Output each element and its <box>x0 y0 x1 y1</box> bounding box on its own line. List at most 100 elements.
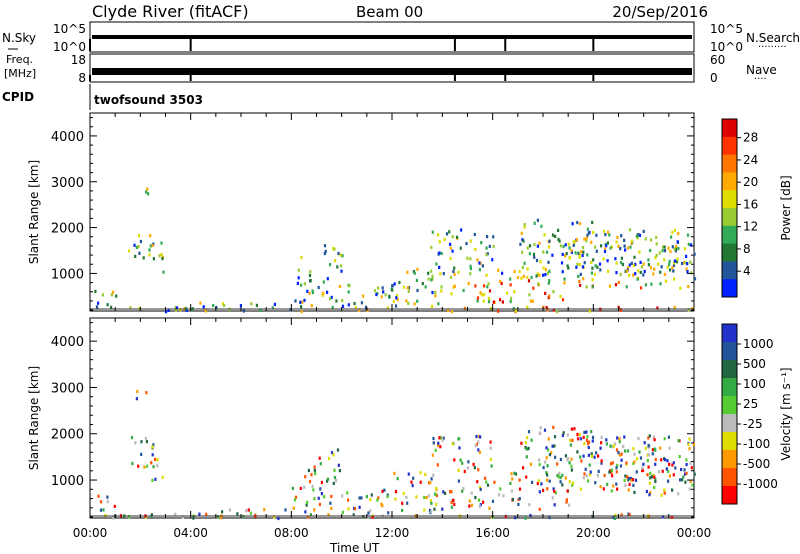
echo-cell <box>611 474 614 478</box>
colorbar-segment <box>722 378 737 397</box>
echo-cell <box>509 300 512 304</box>
echo-cell <box>437 441 440 445</box>
echo-cell <box>563 277 566 281</box>
echo-cell <box>99 500 103 504</box>
colorbar-tick-label: 24 <box>743 153 758 167</box>
echo-cell <box>137 245 140 249</box>
echo-cell <box>639 456 643 460</box>
colorbar-segment <box>722 396 737 415</box>
echo-cell <box>479 291 482 295</box>
echo-cell <box>529 462 532 466</box>
echo-cell <box>434 492 437 496</box>
colorbar-tick-label: 28 <box>743 131 758 145</box>
echo-cell <box>615 448 619 452</box>
echo-cell <box>149 234 152 238</box>
echo-cell <box>582 277 585 281</box>
echo-cell <box>469 257 472 261</box>
echo-cell <box>671 245 674 249</box>
echo-cell <box>450 310 454 314</box>
colorbar-segment <box>722 414 737 433</box>
echo-cell <box>647 453 650 457</box>
echo-cell <box>687 308 690 312</box>
echo-cell <box>578 279 581 284</box>
echo-cell <box>553 435 557 439</box>
echo-cell <box>347 507 350 511</box>
echo-cell <box>576 450 579 454</box>
echo-cell <box>160 241 163 245</box>
y-tick-label: 1000 <box>51 474 84 489</box>
echo-cell <box>638 250 641 254</box>
echo-cell <box>679 478 682 482</box>
echo-cell <box>615 470 618 474</box>
echo-cell <box>487 300 491 304</box>
echo-cell <box>473 466 476 470</box>
echo-cell <box>613 442 617 446</box>
echo-cell <box>491 258 494 262</box>
echo-cell <box>627 512 630 516</box>
echo-cell <box>644 283 647 287</box>
echo-cell <box>659 446 662 450</box>
echo-cell <box>110 293 113 297</box>
echo-cell <box>514 309 517 313</box>
echo-cell <box>654 457 657 462</box>
echo-cell <box>526 275 529 279</box>
echo-cell <box>380 502 383 506</box>
echo-cell <box>687 285 690 289</box>
echo-cell <box>419 480 422 484</box>
echo-cell <box>501 300 504 304</box>
echo-cell <box>520 441 523 445</box>
echo-cell <box>478 268 481 272</box>
echo-cell <box>542 250 545 254</box>
echo-cell <box>641 469 644 473</box>
echo-cell <box>565 498 568 502</box>
echo-cell <box>539 260 542 264</box>
echo-cell <box>370 493 373 497</box>
echo-cell <box>570 427 573 431</box>
echo-cell <box>347 498 350 502</box>
colorbar-tick-label: 500 <box>743 357 766 371</box>
echo-cell <box>475 434 478 439</box>
echo-cell <box>332 247 335 251</box>
echo-cell <box>585 474 588 478</box>
echo-cell <box>329 501 332 505</box>
echo-cell <box>611 445 614 449</box>
echo-cell <box>97 301 100 305</box>
echo-cell <box>151 243 154 248</box>
echo-cell <box>623 238 626 242</box>
echo-cell <box>137 234 140 238</box>
echo-cell <box>223 303 226 307</box>
echo-cell <box>587 479 590 483</box>
echo-cell <box>581 253 584 258</box>
echo-cell <box>405 495 408 500</box>
echo-cell <box>148 248 151 252</box>
echo-cell <box>686 270 689 274</box>
beam-title: Beam 00 <box>356 3 423 21</box>
echo-cell <box>521 265 524 270</box>
echo-cell <box>551 253 554 257</box>
echo-cell <box>518 487 522 491</box>
echo-cell <box>650 475 653 479</box>
echo-cell <box>554 455 557 459</box>
echo-cell <box>430 245 433 249</box>
echo-cell <box>624 269 627 273</box>
echo-cell <box>517 502 520 506</box>
echo-cell <box>415 495 418 499</box>
echo-cell <box>488 244 491 248</box>
freq-right-tick-top: 60 <box>710 53 725 67</box>
echo-cell <box>429 481 432 485</box>
echo-cell <box>147 192 150 196</box>
echo-cell <box>579 283 582 287</box>
x-tick-label: 04:00 <box>173 526 208 540</box>
echo-cell <box>672 461 675 465</box>
echo-cell <box>431 230 434 234</box>
echo-cell <box>576 432 579 437</box>
echo-cell <box>520 276 523 280</box>
echo-cell <box>523 225 526 229</box>
echo-cell <box>97 494 100 498</box>
echo-cell <box>300 255 303 260</box>
echo-cell <box>681 478 684 482</box>
echo-cell <box>462 487 465 491</box>
freq-right-tick-bottom: 0 <box>710 71 718 85</box>
echo-cell <box>204 309 207 313</box>
echo-cell <box>632 447 635 451</box>
